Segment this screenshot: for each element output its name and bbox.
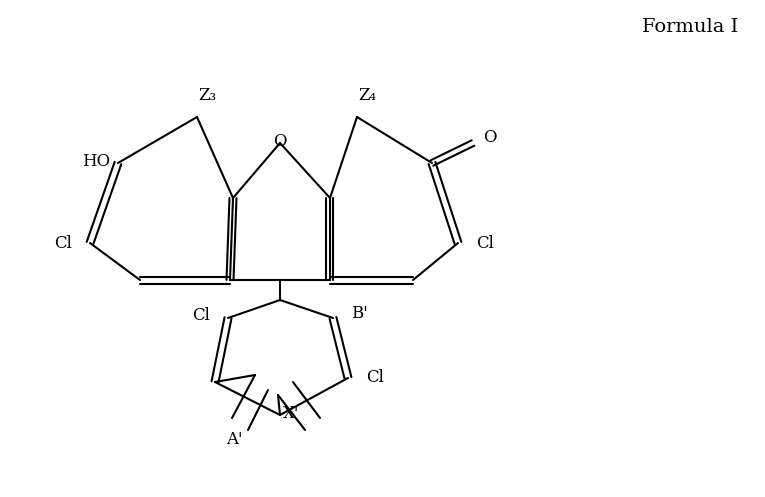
Text: A': A' bbox=[226, 431, 243, 448]
Text: Z₃: Z₃ bbox=[198, 86, 216, 103]
Text: Cl: Cl bbox=[192, 308, 210, 325]
Text: Z₄: Z₄ bbox=[358, 86, 376, 103]
Text: Cl: Cl bbox=[366, 369, 384, 387]
Text: B': B' bbox=[351, 305, 368, 322]
Text: Cl: Cl bbox=[54, 235, 72, 251]
Text: O: O bbox=[273, 133, 287, 150]
Text: X': X' bbox=[283, 405, 299, 421]
Text: O: O bbox=[483, 130, 496, 147]
Text: Formula I: Formula I bbox=[642, 18, 738, 36]
Text: Cl: Cl bbox=[476, 235, 494, 251]
Text: HO: HO bbox=[82, 153, 110, 169]
